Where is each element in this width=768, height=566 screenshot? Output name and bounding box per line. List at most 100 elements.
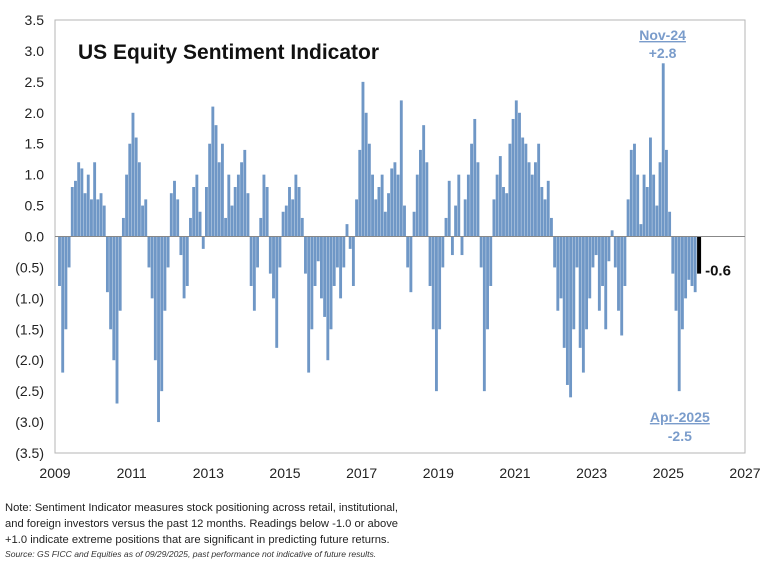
bar — [479, 236, 483, 268]
bar — [220, 143, 224, 237]
bar — [658, 162, 662, 237]
bar — [498, 156, 502, 237]
bar — [115, 236, 119, 404]
bar — [549, 217, 553, 237]
bar — [141, 205, 144, 237]
bar — [304, 236, 307, 274]
y-tick-label: 1.0 — [25, 167, 45, 183]
bar — [594, 236, 598, 256]
x-tick-label: 2017 — [346, 465, 377, 481]
bar — [677, 236, 681, 392]
bar — [521, 137, 525, 237]
bar — [339, 236, 343, 299]
bar — [61, 236, 65, 373]
bar — [450, 236, 454, 256]
bar — [530, 174, 534, 237]
bar — [447, 180, 451, 237]
bar — [508, 143, 512, 237]
bar — [473, 118, 477, 237]
bar — [390, 168, 394, 237]
bar — [316, 236, 320, 262]
bar — [626, 199, 630, 237]
bar — [80, 168, 84, 237]
y-tick-label: 3.5 — [25, 12, 45, 28]
bar — [671, 236, 675, 274]
bar — [633, 143, 636, 237]
bar — [224, 217, 228, 237]
bar — [466, 174, 470, 237]
bar — [268, 236, 272, 274]
bar — [217, 162, 221, 237]
bar — [252, 236, 256, 311]
bar — [265, 187, 269, 237]
bar — [169, 193, 173, 237]
bar — [364, 112, 368, 237]
bar — [182, 236, 186, 299]
bar — [367, 143, 371, 237]
bar — [195, 174, 199, 237]
bar — [470, 143, 474, 237]
bar — [131, 112, 135, 237]
bar — [112, 236, 116, 361]
bar — [387, 193, 390, 237]
bar — [284, 205, 288, 237]
bar — [431, 236, 435, 330]
bar — [185, 236, 189, 286]
bar — [540, 187, 544, 237]
annotation-value: -2.5 — [668, 428, 692, 444]
bar — [361, 81, 365, 237]
bar — [591, 236, 595, 268]
bar — [211, 106, 215, 237]
bar — [278, 236, 282, 268]
bar — [205, 187, 208, 237]
bar — [690, 236, 694, 286]
bar — [581, 236, 585, 373]
bar — [524, 143, 528, 237]
bar — [693, 236, 697, 293]
bar — [505, 193, 509, 237]
bar — [454, 205, 458, 237]
x-tick-label: 2013 — [193, 465, 224, 481]
bar — [422, 125, 426, 237]
bar — [189, 217, 192, 237]
bar — [438, 236, 442, 330]
bar — [575, 236, 579, 268]
y-tick-label: 3.0 — [25, 43, 45, 59]
y-tick-labels: 3.5 3.0 2.5 2.0 1.5 1.0 0.5 0.0 (0.5) (1.0) (1.5) (… — [15, 12, 44, 461]
bar — [661, 63, 665, 237]
bar — [335, 236, 339, 268]
bar — [380, 174, 384, 237]
bar — [83, 193, 87, 237]
bar — [534, 162, 537, 237]
annotation-date: Nov-24 — [639, 27, 686, 43]
bar — [227, 174, 231, 237]
bar — [208, 143, 212, 237]
bar — [294, 174, 298, 237]
bar — [243, 149, 247, 237]
bar — [99, 193, 103, 237]
bar — [588, 236, 592, 299]
bar — [374, 199, 378, 237]
bar — [607, 236, 611, 262]
bar — [565, 236, 569, 385]
bar — [307, 236, 311, 373]
x-tick-label: 2009 — [39, 465, 70, 481]
bar — [249, 236, 253, 286]
bar — [444, 217, 448, 237]
bar — [585, 236, 589, 330]
bar — [163, 236, 167, 311]
bar — [153, 236, 157, 361]
annotation-date: Apr-2025 — [650, 409, 710, 425]
note-line-2: and foreign investors versus the past 12… — [5, 518, 399, 530]
note-line-1: Note: Sentiment Indicator measures stock… — [5, 502, 398, 514]
bar — [428, 236, 432, 286]
bar — [102, 205, 106, 237]
bar — [176, 199, 180, 237]
bar — [144, 199, 148, 237]
bar — [281, 211, 285, 237]
y-tick-label: (3.5) — [15, 445, 44, 461]
bar — [680, 236, 684, 330]
bar — [326, 236, 330, 361]
bar — [553, 236, 557, 268]
bar — [137, 162, 141, 237]
